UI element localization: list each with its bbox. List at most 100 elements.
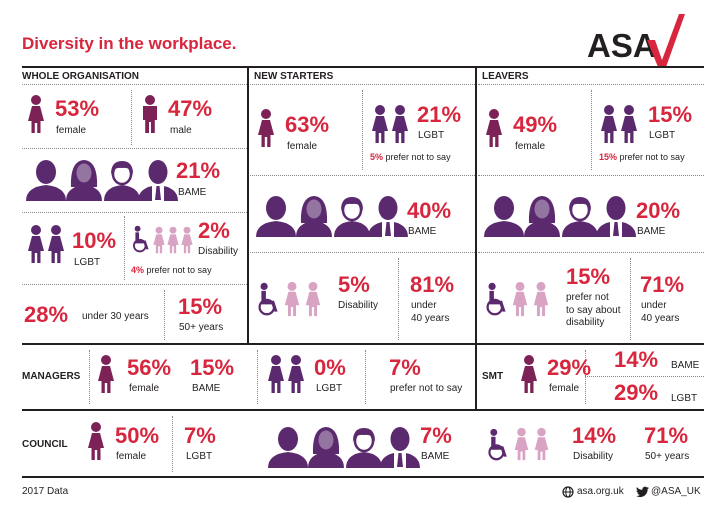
starters-under40-label: under 40 years bbox=[411, 300, 450, 324]
wheelchair-icon bbox=[256, 281, 283, 317]
council-heading: COUNCIL bbox=[22, 439, 68, 450]
managers-female-pct: 56% bbox=[127, 355, 172, 380]
row-rule-1 bbox=[22, 343, 704, 345]
lgbt-woman-icon bbox=[619, 104, 639, 144]
lgbt-woman-icon bbox=[390, 104, 410, 144]
whole-over50-pct: 15% bbox=[178, 294, 223, 319]
whole-female-label: female bbox=[56, 125, 87, 136]
person-icon bbox=[533, 427, 550, 461]
whole-male-pct: 47% bbox=[168, 96, 213, 121]
woman-icon bbox=[484, 108, 504, 148]
council-over50-label: 50+ years bbox=[645, 451, 690, 462]
col-divider-1 bbox=[247, 66, 249, 344]
council-female-label: female bbox=[116, 451, 147, 462]
leavers-dis-pnts-label: prefer not to say about disability bbox=[566, 292, 621, 328]
woman-icon bbox=[96, 354, 116, 394]
person-icon bbox=[180, 226, 194, 254]
leavers-pnts-note: 15% prefer not to say bbox=[599, 152, 685, 162]
person-icon bbox=[304, 281, 322, 317]
whole-disability-label: Disability bbox=[198, 246, 239, 257]
smt-heading: SMT bbox=[482, 371, 504, 382]
starters-pnts-note: 5% prefer not to say bbox=[370, 152, 451, 162]
smt-divider bbox=[475, 343, 477, 409]
leavers-lgbt-label: LGBT bbox=[649, 130, 676, 141]
leavers-bame-label: BAME bbox=[637, 226, 666, 237]
smt-female-pct: 29% bbox=[547, 355, 592, 380]
managers-bame-label: BAME bbox=[192, 383, 221, 394]
starters-bame-label: BAME bbox=[408, 226, 437, 237]
starters-lgbt-pct: 21% bbox=[417, 102, 462, 127]
leavers-dis-pnts-pct: 15% bbox=[566, 264, 611, 289]
asa-logo: ASA bbox=[587, 27, 657, 64]
leavers-bame-pct: 20% bbox=[636, 198, 681, 223]
managers-pnts-label: prefer not to say bbox=[390, 383, 463, 394]
whole-organisation-heading: WHOLE ORGANISATION bbox=[22, 71, 140, 82]
person-icon bbox=[532, 281, 550, 317]
new-starters-heading: NEW STARTERS bbox=[254, 71, 334, 82]
whole-male-label: male bbox=[170, 125, 192, 136]
woman-icon bbox=[26, 94, 46, 134]
leavers-heading: LEAVERS bbox=[482, 71, 529, 82]
leavers-under40-label: under 40 years bbox=[641, 300, 680, 324]
data-year: 2017 Data bbox=[22, 486, 69, 497]
whole-bame-pct: 21% bbox=[176, 158, 221, 183]
council-disability-label: Disability bbox=[573, 451, 614, 462]
starters-under40-pct: 81% bbox=[410, 272, 455, 297]
wheelchair-icon bbox=[486, 427, 512, 462]
starters-lgbt-label: LGBT bbox=[418, 130, 445, 141]
lgbt-woman-icon bbox=[46, 224, 66, 264]
managers-heading: MANAGERS bbox=[22, 371, 81, 382]
smt-female-label: female bbox=[549, 383, 580, 394]
whole-female-pct: 53% bbox=[55, 96, 100, 121]
starters-female-label: female bbox=[287, 141, 318, 152]
person-icon bbox=[283, 281, 301, 317]
council-bame-label: BAME bbox=[421, 451, 450, 462]
bame-person-icon bbox=[366, 193, 410, 237]
twitter-icon bbox=[636, 486, 649, 498]
lgbt-woman-icon bbox=[370, 104, 390, 144]
bame-person-icon bbox=[594, 193, 638, 237]
lgbt-woman-icon bbox=[266, 354, 286, 394]
col-divider-2 bbox=[475, 66, 477, 344]
council-disability-pct: 14% bbox=[572, 423, 617, 448]
starters-disability-pct: 5% bbox=[338, 272, 370, 297]
managers-female-label: female bbox=[129, 383, 160, 394]
lgbt-woman-icon bbox=[26, 224, 46, 264]
managers-bame-pct: 15% bbox=[190, 355, 235, 380]
starters-disability-label: Disability bbox=[338, 300, 379, 311]
person-icon bbox=[511, 281, 529, 317]
twitter-handle-link[interactable]: @ASA_UK bbox=[651, 486, 701, 497]
council-lgbt-pct: 7% bbox=[184, 423, 216, 448]
person-icon bbox=[166, 226, 180, 254]
woman-icon bbox=[86, 421, 106, 461]
managers-lgbt-pct: 0% bbox=[314, 355, 346, 380]
council-lgbt-label: LGBT bbox=[186, 451, 213, 462]
council-bame-pct: 7% bbox=[420, 423, 452, 448]
wheelchair-icon bbox=[131, 224, 153, 254]
whole-bame-label: BAME bbox=[178, 187, 207, 198]
leavers-female-pct: 49% bbox=[513, 112, 558, 137]
woman-icon bbox=[519, 354, 539, 394]
footer-rule bbox=[22, 476, 704, 478]
smt-lgbt-label: LGBT bbox=[671, 393, 698, 404]
smt-bame-label: BAME bbox=[671, 360, 700, 371]
starters-bame-pct: 40% bbox=[407, 198, 452, 223]
woman-icon bbox=[256, 108, 276, 148]
whole-lgbt-label: LGBT bbox=[74, 257, 101, 268]
whole-disability-pct: 2% bbox=[198, 218, 230, 243]
council-female-pct: 50% bbox=[115, 423, 160, 448]
person-icon bbox=[513, 427, 530, 461]
whole-pnts-note: 4% prefer not to say bbox=[131, 265, 212, 275]
whole-under30-label: under 30 years bbox=[82, 311, 149, 322]
smt-bame-pct: 14% bbox=[614, 347, 659, 372]
starters-female-pct: 63% bbox=[285, 112, 330, 137]
whole-under30-pct: 28% bbox=[24, 302, 69, 327]
website-link[interactable]: asa.org.uk bbox=[577, 486, 624, 497]
page-title: Diversity in the workplace. bbox=[22, 34, 237, 53]
row-rule-2 bbox=[22, 409, 704, 411]
asa-tick-icon bbox=[647, 14, 685, 67]
whole-lgbt-pct: 10% bbox=[72, 228, 117, 253]
globe-icon bbox=[562, 486, 574, 498]
leavers-under40-pct: 71% bbox=[640, 272, 685, 297]
whole-over50-label: 50+ years bbox=[179, 322, 224, 333]
